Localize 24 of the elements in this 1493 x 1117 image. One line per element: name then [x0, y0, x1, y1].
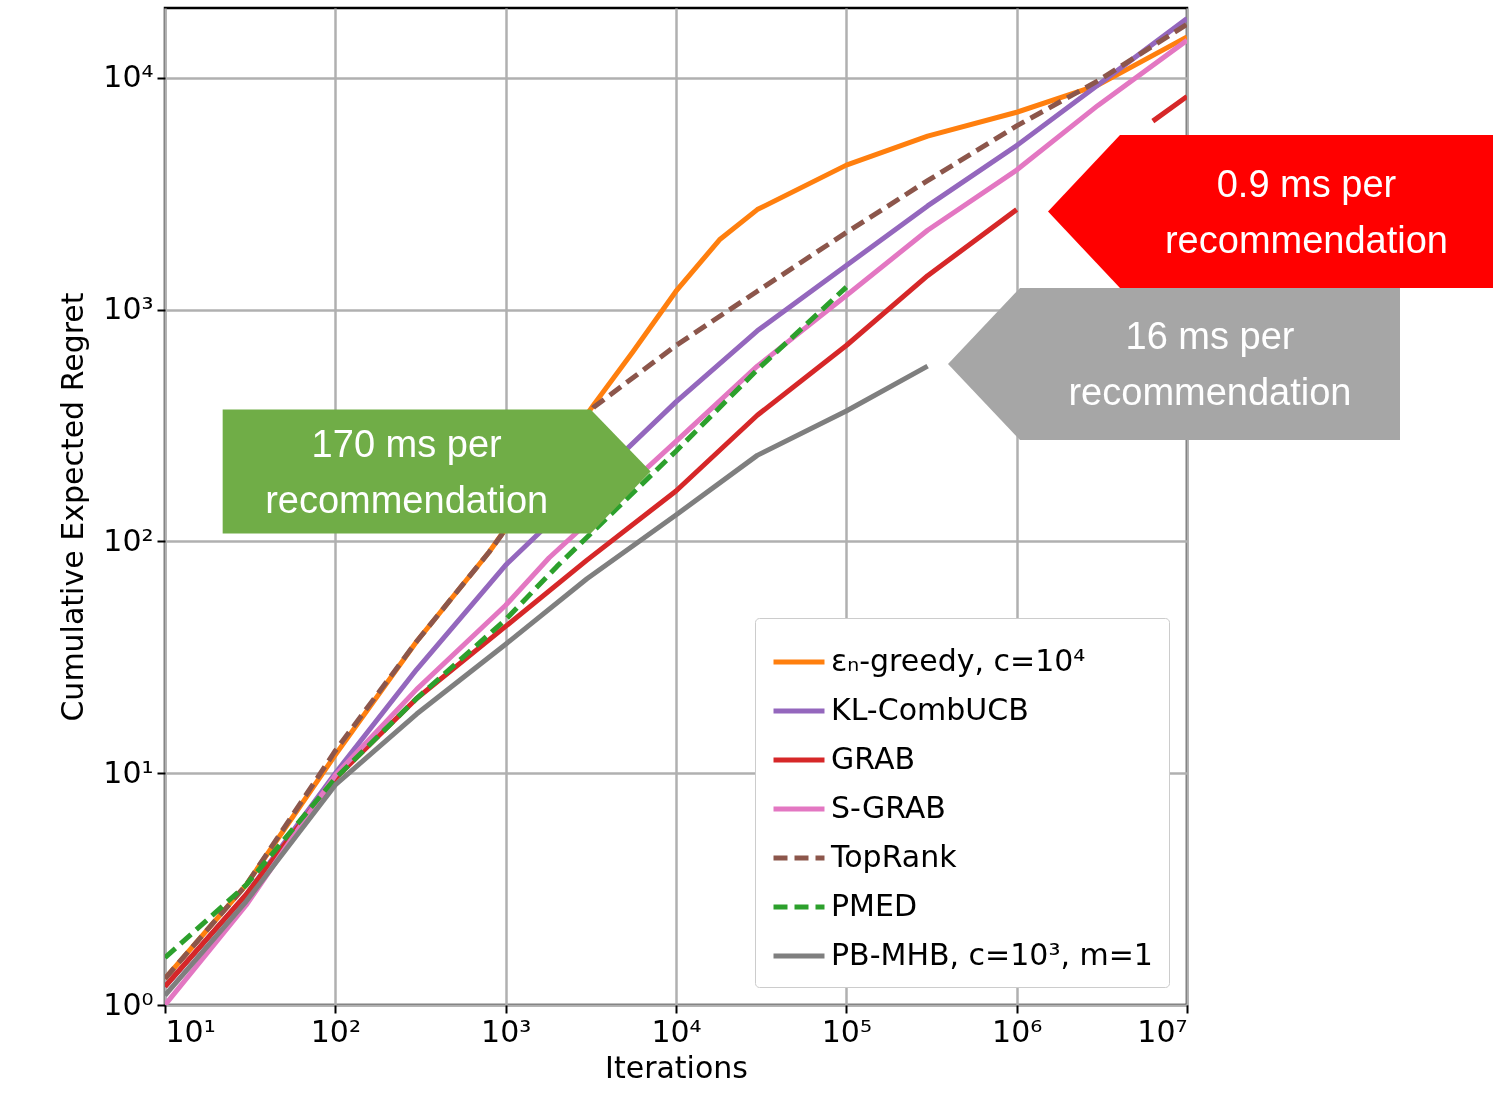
- legend-label: S-GRAB: [831, 790, 946, 825]
- x-tick-label: 10⁶: [992, 1013, 1043, 1049]
- legend-label: TopRank: [830, 839, 958, 874]
- y-tick-label: 10³: [103, 291, 154, 327]
- y-tick-label: 10⁴: [103, 59, 154, 95]
- legend-label: GRAB: [831, 741, 915, 776]
- x-tick-label: 10⁴: [651, 1013, 702, 1049]
- y-axis-title: Cumulative Expected Regret: [55, 292, 91, 722]
- legend-label: PB-MHB, c=10³, m=1: [831, 937, 1153, 972]
- annotation: 16 ms per recommendation: [1068, 315, 1352, 413]
- x-tick-label: 10¹: [165, 1013, 216, 1049]
- y-tick-label: 10⁰: [103, 986, 154, 1022]
- x-tick-label: 10⁵: [821, 1013, 872, 1049]
- legend-label: KL-CombUCB: [831, 692, 1029, 727]
- x-tick-label: 10⁷: [1137, 1013, 1188, 1049]
- x-tick-label: 10²: [310, 1013, 361, 1049]
- legend-label: PMED: [831, 888, 918, 923]
- x-tick-label: 10³: [481, 1013, 532, 1049]
- x-axis-title: Iterations: [605, 1049, 748, 1085]
- legend-label: εₙ-greedy, c=10⁴: [831, 643, 1086, 678]
- y-tick-label: 10¹: [103, 754, 154, 790]
- annotation: 170 ms per recommendation: [265, 422, 549, 521]
- y-tick-label: 10²: [103, 522, 154, 558]
- annotation: 0.9 ms per recommendation: [1164, 162, 1449, 261]
